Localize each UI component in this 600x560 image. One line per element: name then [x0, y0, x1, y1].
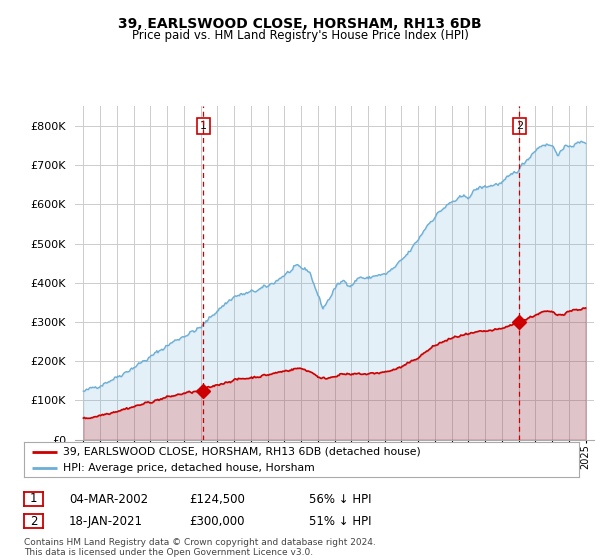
Text: £124,500: £124,500: [189, 493, 245, 506]
Text: HPI: Average price, detached house, Horsham: HPI: Average price, detached house, Hors…: [63, 464, 314, 473]
Text: 39, EARLSWOOD CLOSE, HORSHAM, RH13 6DB (detached house): 39, EARLSWOOD CLOSE, HORSHAM, RH13 6DB (…: [63, 447, 421, 457]
Text: 2: 2: [516, 121, 523, 131]
Text: Price paid vs. HM Land Registry's House Price Index (HPI): Price paid vs. HM Land Registry's House …: [131, 29, 469, 42]
Text: Contains HM Land Registry data © Crown copyright and database right 2024.
This d: Contains HM Land Registry data © Crown c…: [24, 538, 376, 557]
Text: 56% ↓ HPI: 56% ↓ HPI: [309, 493, 371, 506]
Text: 2: 2: [30, 515, 37, 528]
Text: 1: 1: [30, 492, 37, 505]
Text: 1: 1: [200, 121, 207, 131]
Text: £300,000: £300,000: [189, 515, 245, 529]
Text: 04-MAR-2002: 04-MAR-2002: [69, 493, 148, 506]
Text: 39, EARLSWOOD CLOSE, HORSHAM, RH13 6DB: 39, EARLSWOOD CLOSE, HORSHAM, RH13 6DB: [118, 17, 482, 31]
Text: 18-JAN-2021: 18-JAN-2021: [69, 515, 143, 529]
Text: 51% ↓ HPI: 51% ↓ HPI: [309, 515, 371, 529]
